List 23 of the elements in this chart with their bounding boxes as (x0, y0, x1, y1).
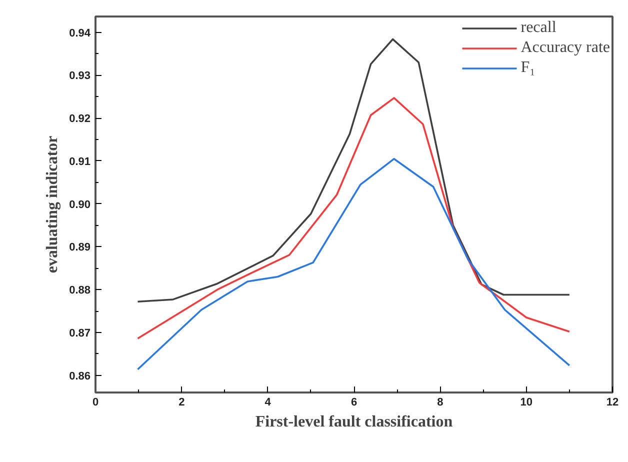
y-axis-title: evaluating indicator (44, 136, 62, 274)
y-tick-label: 0.92 (69, 113, 91, 126)
x-tick-label: 12 (606, 396, 619, 408)
y-tick-label: 0.87 (69, 327, 91, 340)
x-tick-label: 10 (520, 396, 532, 408)
x-tick-label: 6 (350, 396, 358, 408)
y-tick-label: 0.89 (69, 242, 91, 254)
y-tick-label: 0.86 (69, 370, 91, 382)
y-tick-label: 0.91 (69, 156, 91, 168)
legend-label: Accuracy rate (520, 39, 610, 57)
y-tick-label: 0.90 (69, 198, 91, 211)
x-tick-label: 0 (92, 396, 99, 408)
legend-label: F₁ (520, 59, 536, 77)
x-axis-title: First-level fault classification (255, 414, 453, 430)
legend-label: recall (520, 19, 556, 37)
x-tick-label: 2 (178, 396, 185, 408)
y-tick-label: 0.93 (69, 70, 91, 82)
line-series (136, 97, 570, 340)
x-tick-label: 4 (264, 396, 272, 408)
x-tick-label: 8 (437, 396, 444, 408)
y-tick-label: 0.88 (69, 284, 91, 297)
line-series (136, 158, 570, 370)
y-tick-label: 0.94 (69, 27, 92, 40)
